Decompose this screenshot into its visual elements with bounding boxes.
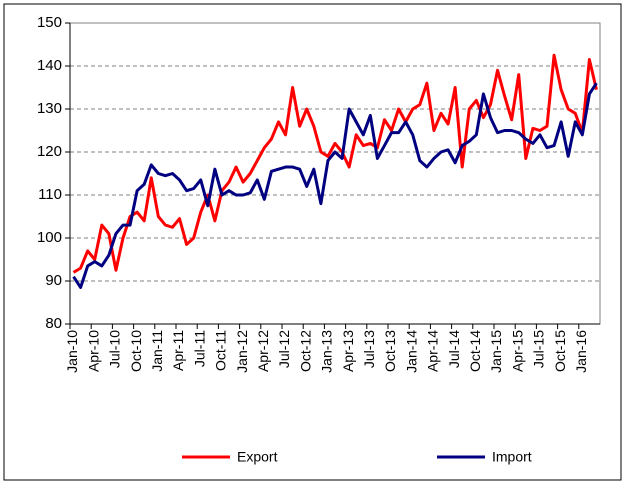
x-tick-label: Apr-14 [425,330,441,372]
x-tick-label: Jul-14 [446,330,462,368]
x-tick-label: Oct-15 [552,330,568,372]
x-tick-label: Jul-10 [107,330,123,368]
y-tick-label: 100 [37,229,62,246]
y-tick-label: 140 [37,57,62,74]
x-tick-label: Oct-14 [467,330,483,372]
x-tick-label: Apr-15 [509,330,525,372]
y-tick-label: 110 [38,186,62,203]
x-tick-label: Apr-11 [170,330,186,371]
x-tick-label: Jan-14 [403,330,419,373]
data-line [72,82,598,289]
legend-label: Export [237,449,278,465]
x-tick-label: Oct-10 [128,330,144,372]
data-line [72,53,598,274]
x-tick-label: Jul-15 [531,330,547,368]
legend-label: Import [492,449,532,465]
x-tick-label: Apr-13 [340,330,356,372]
x-tick-label: Oct-11 [213,330,229,371]
x-tick-label: Jul-11 [191,330,207,367]
x-tick-label: Jan-16 [573,330,589,373]
y-tick-label: 80 [45,315,62,332]
x-tick-label: Oct-13 [382,330,398,372]
x-tick-label: Jan-15 [488,330,504,373]
x-tick-label: Apr-12 [255,330,271,372]
x-tick-label: Oct-12 [297,330,313,372]
x-tick-label: Apr-10 [85,330,101,372]
y-tick-label: 130 [37,100,62,117]
y-tick-label: 150 [37,14,62,31]
y-tick-label: 90 [45,272,62,289]
x-tick-label: Jan-13 [319,330,335,373]
x-tick-label: Jul-13 [361,330,377,368]
x-tick-label: Jan-12 [234,330,250,373]
x-tick-label: Jul-12 [276,330,292,368]
chart-frame [3,3,622,481]
x-tick-label: Jan-11 [149,330,165,372]
x-tick-label: Jan-10 [64,330,80,373]
y-tick-label: 120 [37,143,62,160]
